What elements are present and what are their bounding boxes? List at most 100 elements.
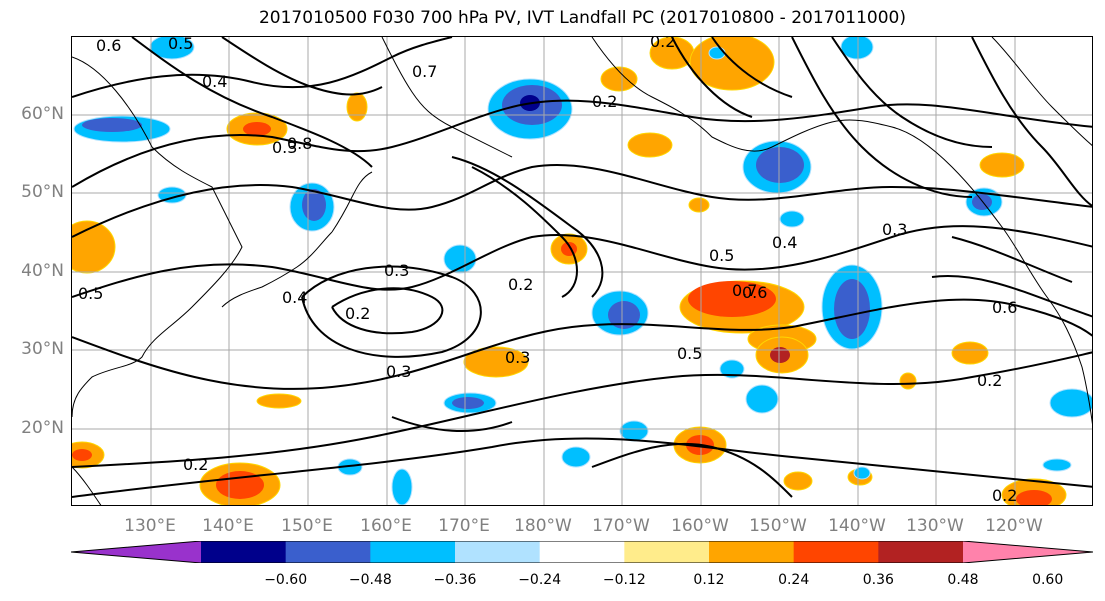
pv-negative-blob bbox=[391, 468, 413, 505]
pv-positive-blob bbox=[243, 122, 271, 136]
pv-negative-blob bbox=[834, 279, 870, 339]
contour-label: 0.2 bbox=[992, 486, 1017, 505]
pv-positive-blob bbox=[783, 471, 813, 491]
contour-label: 0.6 bbox=[742, 283, 767, 302]
contour-label: 0.7 bbox=[732, 281, 757, 300]
pv-negative-blob bbox=[756, 147, 804, 183]
pv-positive-blob bbox=[72, 449, 92, 461]
pv-negative-blob bbox=[608, 301, 640, 329]
colorbar-tick-label: 0.12 bbox=[693, 572, 725, 588]
colorbar-tick-label: 0.36 bbox=[862, 572, 894, 588]
colorbar-tick-label: −0.36 bbox=[433, 572, 477, 588]
pv-positive-blob bbox=[463, 346, 529, 378]
contour-label: 0.6 bbox=[992, 298, 1017, 317]
colorbar-segment bbox=[878, 541, 964, 563]
contour-labels: 0.6 0.5 0.4 0.3 0.2 0.7 0.8 0.3 0.5 0.2 … bbox=[78, 37, 1017, 505]
pv-contours bbox=[72, 37, 1092, 498]
colorbar-segment bbox=[201, 541, 287, 563]
pv-positive-blob bbox=[600, 66, 638, 92]
colorbar-segment bbox=[285, 541, 371, 563]
pv-positive-blob bbox=[72, 220, 116, 274]
lon-label: 170°W bbox=[592, 516, 650, 536]
graticule bbox=[72, 37, 1092, 505]
contour-label: 0.2 bbox=[592, 92, 617, 111]
pv-negative-blob bbox=[619, 420, 649, 442]
lat-label: 50°N bbox=[21, 182, 64, 202]
lon-label: 130°E bbox=[124, 516, 176, 536]
pv-negative-blob bbox=[779, 210, 805, 228]
lat-label: 30°N bbox=[21, 339, 64, 359]
contour-label: 0.2 bbox=[650, 37, 675, 51]
contour-label: 0.2 bbox=[345, 304, 370, 323]
contour-label: 0.3 bbox=[384, 261, 409, 280]
lon-label: 140°E bbox=[202, 516, 254, 536]
lon-label: 150°E bbox=[281, 516, 333, 536]
contour-label: 0.5 bbox=[677, 344, 702, 363]
pv-negative-blob bbox=[745, 384, 779, 414]
map-panel: 0.6 0.5 0.4 0.3 0.2 0.7 0.8 0.3 0.5 0.2 … bbox=[71, 36, 1093, 506]
contour-label: 0.4 bbox=[772, 233, 797, 252]
pv-negative-blob bbox=[708, 46, 726, 60]
colorbar-tick-label: −0.12 bbox=[602, 572, 646, 588]
pv-positive-blob bbox=[770, 347, 790, 363]
contour-label: 0.3 bbox=[386, 362, 411, 381]
pv-shading bbox=[72, 37, 1092, 505]
colorbar-segment bbox=[539, 541, 625, 563]
pv-positive-blob bbox=[951, 341, 989, 365]
contour-label: 0.3 bbox=[882, 220, 907, 239]
contour-label: 0.2 bbox=[183, 455, 208, 474]
lat-label: 20°N bbox=[21, 418, 64, 438]
pv-negative-blob bbox=[1049, 388, 1092, 418]
pv-negative-blob bbox=[561, 446, 591, 468]
pv-positive-blob bbox=[256, 393, 302, 409]
contour-label: 0.4 bbox=[202, 72, 227, 91]
colorbar-segment bbox=[71, 541, 201, 563]
lat-label: 40°N bbox=[21, 261, 64, 281]
pv-positive-blob bbox=[1016, 490, 1052, 505]
pv-negative-blob bbox=[972, 194, 992, 210]
lon-label: 130°W bbox=[906, 516, 964, 536]
contour-label: 0.5 bbox=[78, 284, 103, 303]
pv-negative-blob bbox=[149, 37, 195, 60]
colorbar-segment bbox=[624, 541, 710, 563]
lon-label: 140°W bbox=[828, 516, 886, 536]
contour-label: 0.3 bbox=[272, 138, 297, 157]
lon-label: 160°W bbox=[671, 516, 729, 536]
pv-positive-blob bbox=[979, 152, 1025, 178]
lat-label: 60°N bbox=[21, 104, 64, 124]
colorbar-tick-label: 0.24 bbox=[778, 572, 810, 588]
contour-label: 0.4 bbox=[282, 288, 307, 307]
pv-negative-blob bbox=[853, 466, 871, 480]
colorbar-tick-label: −0.48 bbox=[348, 572, 392, 588]
colorbar-segment bbox=[709, 541, 795, 563]
pv-positive-blob bbox=[899, 372, 917, 390]
colorbar-segment bbox=[370, 541, 456, 563]
pv-positive-blob bbox=[627, 132, 673, 158]
lon-label: 170°E bbox=[438, 516, 490, 536]
contour-label: 0.5 bbox=[709, 246, 734, 265]
colorbar-segment bbox=[963, 541, 1093, 563]
colorbar-tick-label: −0.60 bbox=[264, 572, 308, 588]
pv-positive-blob bbox=[688, 281, 776, 317]
pv-positive-blob bbox=[346, 92, 368, 122]
colorbar-tick-label: −0.24 bbox=[518, 572, 562, 588]
lon-label: 120°W bbox=[985, 516, 1043, 536]
pv-negative-blob bbox=[82, 118, 142, 132]
colorbar-segment bbox=[793, 541, 879, 563]
pv-negative-blob bbox=[452, 397, 484, 409]
contour-label: 0.2 bbox=[977, 371, 1002, 390]
pv-positive-blob bbox=[688, 197, 710, 213]
contour-label: 0.2 bbox=[508, 275, 533, 294]
colorbar-segment bbox=[455, 541, 541, 563]
colorbar-tick-label: 0.48 bbox=[947, 572, 979, 588]
contour-label: 0.5 bbox=[168, 37, 193, 53]
pv-negative-blob bbox=[1042, 458, 1072, 472]
contour-label: 0.6 bbox=[96, 37, 121, 55]
map-canvas: 0.6 0.5 0.4 0.3 0.2 0.7 0.8 0.3 0.5 0.2 … bbox=[72, 37, 1092, 505]
colorbar-tick-label: 0.60 bbox=[1032, 572, 1064, 588]
contour-label: 0.3 bbox=[505, 348, 530, 367]
lon-label: 150°W bbox=[749, 516, 807, 536]
lon-label: 160°E bbox=[360, 516, 412, 536]
colorbar bbox=[71, 541, 1093, 563]
pv-negative-blob bbox=[719, 359, 745, 379]
